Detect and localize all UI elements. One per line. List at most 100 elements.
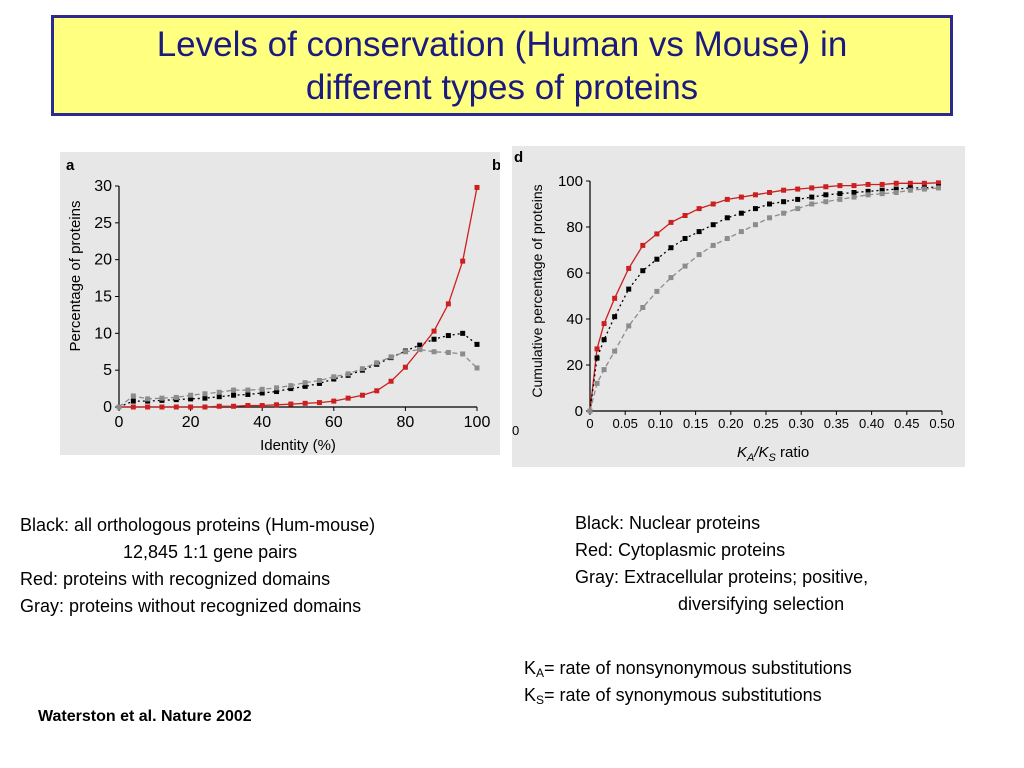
right-caption-line-1: Black: Nuclear proteins <box>575 513 761 533</box>
data-point <box>879 187 885 193</box>
data-point <box>696 206 702 212</box>
data-point <box>626 323 632 329</box>
data-point <box>431 328 437 334</box>
y-tick-label: 10 <box>94 325 112 342</box>
data-point <box>259 390 265 396</box>
data-point <box>865 188 871 194</box>
title-line-2: different types of proteins <box>305 67 699 107</box>
data-point <box>767 201 773 207</box>
y-tick-label: 80 <box>566 219 583 236</box>
y-tick-label: 20 <box>566 357 583 374</box>
data-point <box>130 393 136 399</box>
axes-d: 0 20 40 60 80 100 0 0.05 0.10 0.15 0.20 0.25 0.30 0.3… <box>558 173 955 431</box>
right-caption-line-2: Red: Cytoplasmic proteins <box>575 540 786 560</box>
x-tick-label: 0 <box>115 414 124 431</box>
ks-definition: KS= rate of synonymous substitutions <box>524 685 822 707</box>
right-caption-line-3: Gray: Extracellular proteins; positive, <box>575 567 869 587</box>
data-point <box>345 371 351 377</box>
data-point <box>907 180 913 186</box>
data-point <box>781 199 787 205</box>
right-caption-line-4: diversifying selection <box>678 594 845 614</box>
ka-definition: KA= rate of nonsynonymous substitutions <box>524 658 852 680</box>
data-point <box>594 380 600 386</box>
data-point <box>288 401 294 407</box>
y-tick-label: 25 <box>94 215 112 232</box>
data-point <box>865 192 871 198</box>
chart-panel-d: d 0 20 40 60 80 100 0 0.05 0.10 0.15 0.20 0.25 0.30 0… <box>512 146 965 467</box>
data-point <box>331 374 337 380</box>
data-point <box>682 263 688 269</box>
data-point <box>752 192 758 198</box>
data-point <box>724 215 730 221</box>
panel-label-d: d <box>514 149 523 166</box>
data-point <box>216 389 222 395</box>
y-tick-label: 30 <box>94 178 112 195</box>
left-caption-line-4: Gray: proteins without recognized domain… <box>20 596 362 616</box>
data-point <box>851 183 857 189</box>
data-point <box>795 206 801 212</box>
data-point <box>668 245 674 251</box>
data-point <box>612 314 618 320</box>
y-tick-label: 60 <box>566 265 583 282</box>
series-0 <box>587 180 941 414</box>
x-tick-label: 80 <box>397 414 415 431</box>
data-point <box>145 396 151 402</box>
data-point <box>907 187 913 193</box>
y-tick-label: 100 <box>558 173 583 190</box>
data-point <box>879 191 885 197</box>
data-point <box>216 394 222 400</box>
x-tick-label: 0.45 <box>894 416 919 431</box>
series-line <box>118 348 478 408</box>
data-point <box>316 400 322 406</box>
data-point <box>612 348 618 354</box>
x-tick-label: 60 <box>325 414 343 431</box>
data-point <box>445 349 451 355</box>
data-point <box>359 366 365 372</box>
data-point <box>431 336 437 342</box>
x-tick-label: 40 <box>253 414 271 431</box>
data-point <box>654 256 660 262</box>
data-point <box>767 215 773 221</box>
x-tick-label: 0.40 <box>859 416 884 431</box>
left-caption: Black: all orthologous proteins (Hum-mou… <box>20 512 375 620</box>
x-tick-label: 0.20 <box>718 416 743 431</box>
slide-title: Levels of conservation (Human vs Mouse) … <box>157 23 848 109</box>
data-point <box>202 404 208 410</box>
series-group-a <box>116 184 480 410</box>
data-point <box>274 389 280 395</box>
x-axis-label-d: KA/KS ratio <box>737 444 809 464</box>
axes-a: 0 5 10 15 20 25 30 0 20 40 60 80 100 <box>94 178 490 431</box>
title-line-1: Levels of conservation (Human vs Mouse) … <box>156 24 848 64</box>
data-point <box>893 186 899 192</box>
series-2 <box>116 347 480 410</box>
left-caption-line-3: Red: proteins with recognized domains <box>20 569 331 589</box>
data-point <box>130 404 136 410</box>
data-point <box>460 258 466 264</box>
data-point <box>417 342 423 348</box>
identity-chart: a b 0 5 10 15 20 25 30 0 20 40 60 80 100 Identity (%… <box>66 157 501 454</box>
ka-ks-definitions: KA= rate of nonsynonymous substitutions … <box>524 655 852 709</box>
data-point <box>431 349 437 355</box>
data-point <box>402 349 408 355</box>
data-point <box>601 367 607 373</box>
data-point <box>231 387 237 393</box>
data-point <box>738 229 744 235</box>
y-tick-label: 15 <box>94 289 112 306</box>
series-line <box>589 187 939 412</box>
data-point <box>216 403 222 409</box>
data-point <box>188 404 194 410</box>
data-point <box>809 185 815 191</box>
x-tick-label: 0.25 <box>753 416 778 431</box>
series-line <box>589 182 939 412</box>
data-point <box>460 351 466 357</box>
data-point <box>767 190 773 195</box>
data-point <box>724 196 730 202</box>
data-point <box>302 400 308 406</box>
data-point <box>173 404 179 410</box>
data-point <box>274 385 280 391</box>
data-point <box>594 355 600 361</box>
data-point <box>359 392 365 398</box>
data-point <box>417 347 423 353</box>
data-point <box>795 186 801 192</box>
